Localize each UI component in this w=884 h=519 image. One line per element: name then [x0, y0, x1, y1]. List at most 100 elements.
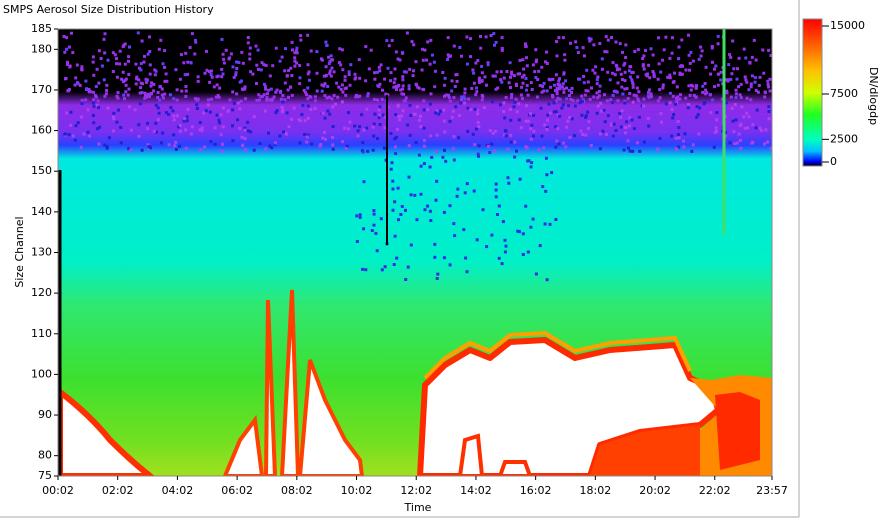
- speckle: [251, 72, 255, 76]
- speckle: [687, 33, 690, 37]
- speckle: [413, 112, 417, 116]
- speckle: [431, 53, 434, 57]
- speckle: [389, 131, 393, 135]
- speckle: [182, 119, 186, 123]
- speckle: [185, 119, 189, 123]
- speckle: [606, 70, 610, 74]
- speckle: [148, 95, 151, 99]
- speckle: [521, 232, 525, 236]
- speckle: [466, 106, 470, 110]
- speckle: [161, 96, 165, 100]
- speckle: [184, 128, 188, 132]
- speckle: [524, 119, 528, 123]
- speckle: [734, 92, 738, 96]
- speckle: [695, 84, 698, 88]
- speckle: [683, 132, 687, 136]
- speckle: [671, 116, 675, 120]
- speckle: [328, 60, 332, 64]
- speckle: [149, 84, 153, 88]
- speckle: [375, 70, 379, 74]
- speckle: [527, 119, 530, 123]
- speckle: [684, 68, 688, 72]
- speckle: [145, 95, 149, 99]
- speckle: [477, 125, 481, 128]
- speckle: [183, 73, 187, 77]
- x-tick-label: 20:02: [639, 484, 671, 497]
- speckle: [537, 148, 541, 152]
- speckle: [217, 118, 221, 122]
- speckle: [92, 90, 96, 94]
- speckle: [186, 108, 190, 111]
- speckle: [517, 230, 521, 234]
- speckle: [221, 125, 225, 129]
- speckle: [483, 75, 487, 79]
- speckle: [606, 114, 610, 118]
- speckle: [534, 272, 538, 276]
- speckle: [387, 44, 391, 48]
- speckle: [320, 58, 324, 62]
- speckle: [549, 85, 553, 89]
- speckle: [145, 80, 149, 84]
- speckle: [69, 110, 73, 114]
- speckle: [257, 93, 261, 97]
- speckle: [768, 77, 772, 81]
- speckle: [287, 125, 291, 129]
- speckle: [238, 107, 242, 111]
- speckle: [156, 96, 160, 99]
- speckle: [175, 114, 179, 118]
- speckle: [146, 52, 150, 56]
- speckle: [490, 233, 494, 237]
- speckle: [474, 61, 478, 65]
- speckle: [265, 96, 269, 100]
- speckle: [128, 105, 132, 109]
- speckle: [395, 256, 399, 260]
- speckle: [265, 98, 269, 102]
- speckle: [184, 147, 188, 150]
- speckle: [638, 149, 642, 153]
- speckle: [379, 63, 383, 67]
- speckle: [177, 125, 180, 129]
- speckle: [564, 79, 568, 83]
- speckle: [551, 77, 555, 81]
- speckle: [241, 61, 245, 65]
- speckle: [150, 92, 153, 95]
- speckle: [494, 195, 498, 199]
- heatmap-speckle: [62, 31, 772, 282]
- speckle: [178, 144, 182, 148]
- speckle: [71, 134, 75, 138]
- speckle: [728, 53, 732, 57]
- x-tick-label: 23:57: [756, 484, 788, 497]
- speckle: [205, 49, 208, 53]
- speckle: [433, 69, 437, 73]
- speckle: [482, 106, 486, 110]
- speckle: [127, 87, 131, 91]
- speckle: [766, 83, 770, 86]
- speckle: [235, 92, 239, 96]
- speckle: [747, 115, 751, 119]
- speckle: [315, 50, 319, 54]
- speckle: [80, 115, 83, 119]
- speckle: [556, 127, 560, 131]
- speckle: [116, 96, 120, 100]
- speckle: [451, 109, 455, 113]
- speckle: [543, 222, 547, 226]
- speckle: [568, 135, 572, 139]
- speckle: [236, 101, 240, 105]
- speckle: [668, 91, 672, 95]
- speckle: [494, 188, 498, 192]
- speckle: [393, 77, 397, 81]
- speckle: [636, 48, 640, 52]
- speckle: [567, 94, 571, 97]
- speckle: [137, 78, 141, 82]
- speckle: [670, 108, 674, 112]
- speckle: [769, 54, 772, 57]
- speckle: [632, 93, 636, 97]
- speckle: [95, 103, 99, 107]
- speckle: [719, 70, 723, 74]
- speckle: [749, 85, 753, 89]
- speckle: [494, 182, 498, 186]
- speckle: [105, 89, 109, 92]
- speckle: [306, 72, 310, 76]
- speckle: [264, 147, 268, 151]
